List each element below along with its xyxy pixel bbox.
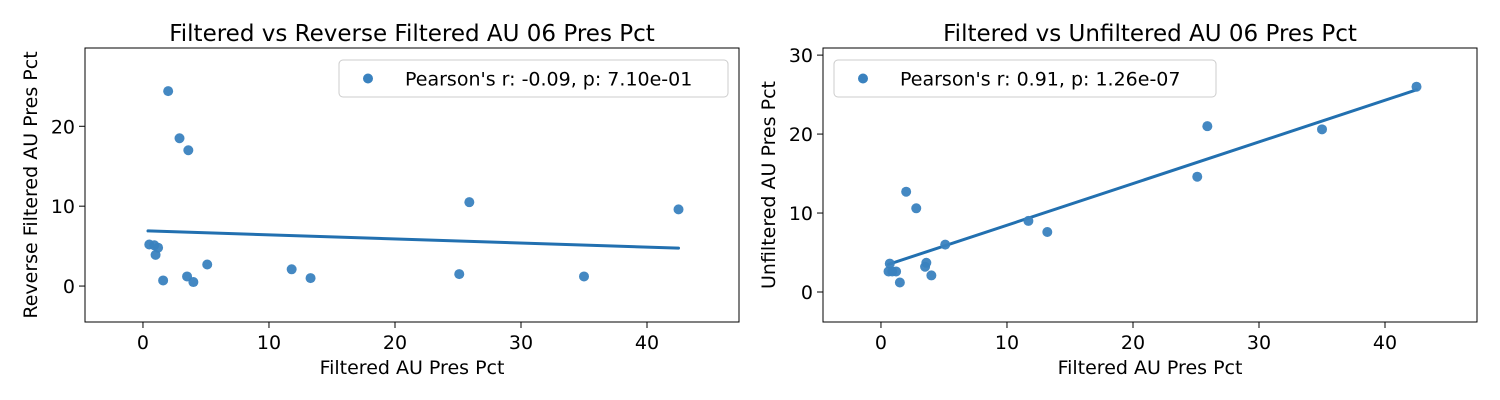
data-point [305, 273, 316, 284]
x-tick-label: 0 [875, 332, 887, 354]
x-tick-label: 20 [383, 332, 407, 354]
x-tick-label: 20 [1121, 332, 1145, 354]
data-point [174, 133, 185, 144]
chart-1: Filtered vs Reverse Filtered AU 06 Pres … [20, 21, 740, 379]
data-point [901, 186, 912, 197]
data-point [921, 257, 932, 268]
y-tick-label: 10 [51, 196, 75, 218]
data-point [673, 204, 684, 215]
x-tick-label: 40 [635, 332, 659, 354]
x-tick-label: 10 [995, 332, 1019, 354]
data-point [894, 277, 905, 288]
data-point [286, 264, 297, 275]
y-axis-label: Reverse Filtered AU Pres Pct [20, 51, 42, 318]
regression-line [146, 229, 681, 250]
y-tick-label: 20 [789, 124, 813, 146]
data-point [926, 270, 937, 281]
data-point [1202, 121, 1213, 132]
chart-2: Filtered vs Unfiltered AU 06 Pres Pct 0 10… [758, 21, 1478, 379]
data-point [1317, 124, 1328, 135]
legend: Pearson's r: -0.09, p: 7.10e-01 [338, 59, 729, 98]
chart-title: Filtered vs Unfiltered AU 06 Pres Pct [943, 21, 1357, 47]
x-axis-label: Filtered AU Pres Pct [320, 357, 505, 379]
regression-line [887, 88, 1419, 266]
data-point [940, 239, 951, 250]
data-point [183, 145, 194, 156]
data-point [163, 86, 174, 97]
data-point [911, 203, 922, 214]
data-point [188, 277, 199, 288]
x-tick-label: 30 [509, 332, 533, 354]
chart-title: Filtered vs Reverse Filtered AU 06 Pres … [169, 21, 655, 47]
axes-frame [822, 47, 1478, 323]
legend-label: Pearson's r: 0.91, p: 1.26e-07 [900, 69, 1180, 91]
data-point [1411, 81, 1422, 92]
data-point [158, 275, 169, 286]
data-point [579, 271, 590, 282]
data-point [884, 258, 895, 269]
axes-frame [84, 47, 740, 323]
data-point [464, 197, 475, 208]
legend-box [338, 59, 729, 98]
legend-marker [363, 73, 373, 84]
data-point [1192, 171, 1203, 182]
data-point [454, 269, 465, 280]
data-point [153, 242, 164, 253]
y-tick-label: 10 [789, 203, 813, 225]
legend-label: Pearson's r: -0.09, p: 7.10e-01 [405, 69, 692, 91]
x-tick-label: 30 [1247, 332, 1271, 354]
legend: Pearson's r: 0.91, p: 1.26e-07 [833, 59, 1217, 98]
y-tick-label: 0 [63, 276, 75, 298]
y-axis-label: Unfiltered AU Pres Pct [758, 81, 780, 289]
x-tick-label: 40 [1373, 332, 1397, 354]
data-point [1042, 226, 1053, 237]
legend-box [833, 59, 1217, 98]
x-axis-label: Filtered AU Pres Pct [1058, 357, 1243, 379]
y-tick-label: 20 [51, 116, 75, 138]
y-tick-label: 0 [801, 282, 813, 304]
data-point [1023, 215, 1034, 226]
x-tick-label: 10 [257, 332, 281, 354]
x-tick-label: 0 [137, 332, 149, 354]
y-tick-label: 30 [789, 45, 813, 67]
data-point [202, 259, 213, 270]
data-point [891, 266, 902, 277]
legend-marker [858, 73, 868, 84]
